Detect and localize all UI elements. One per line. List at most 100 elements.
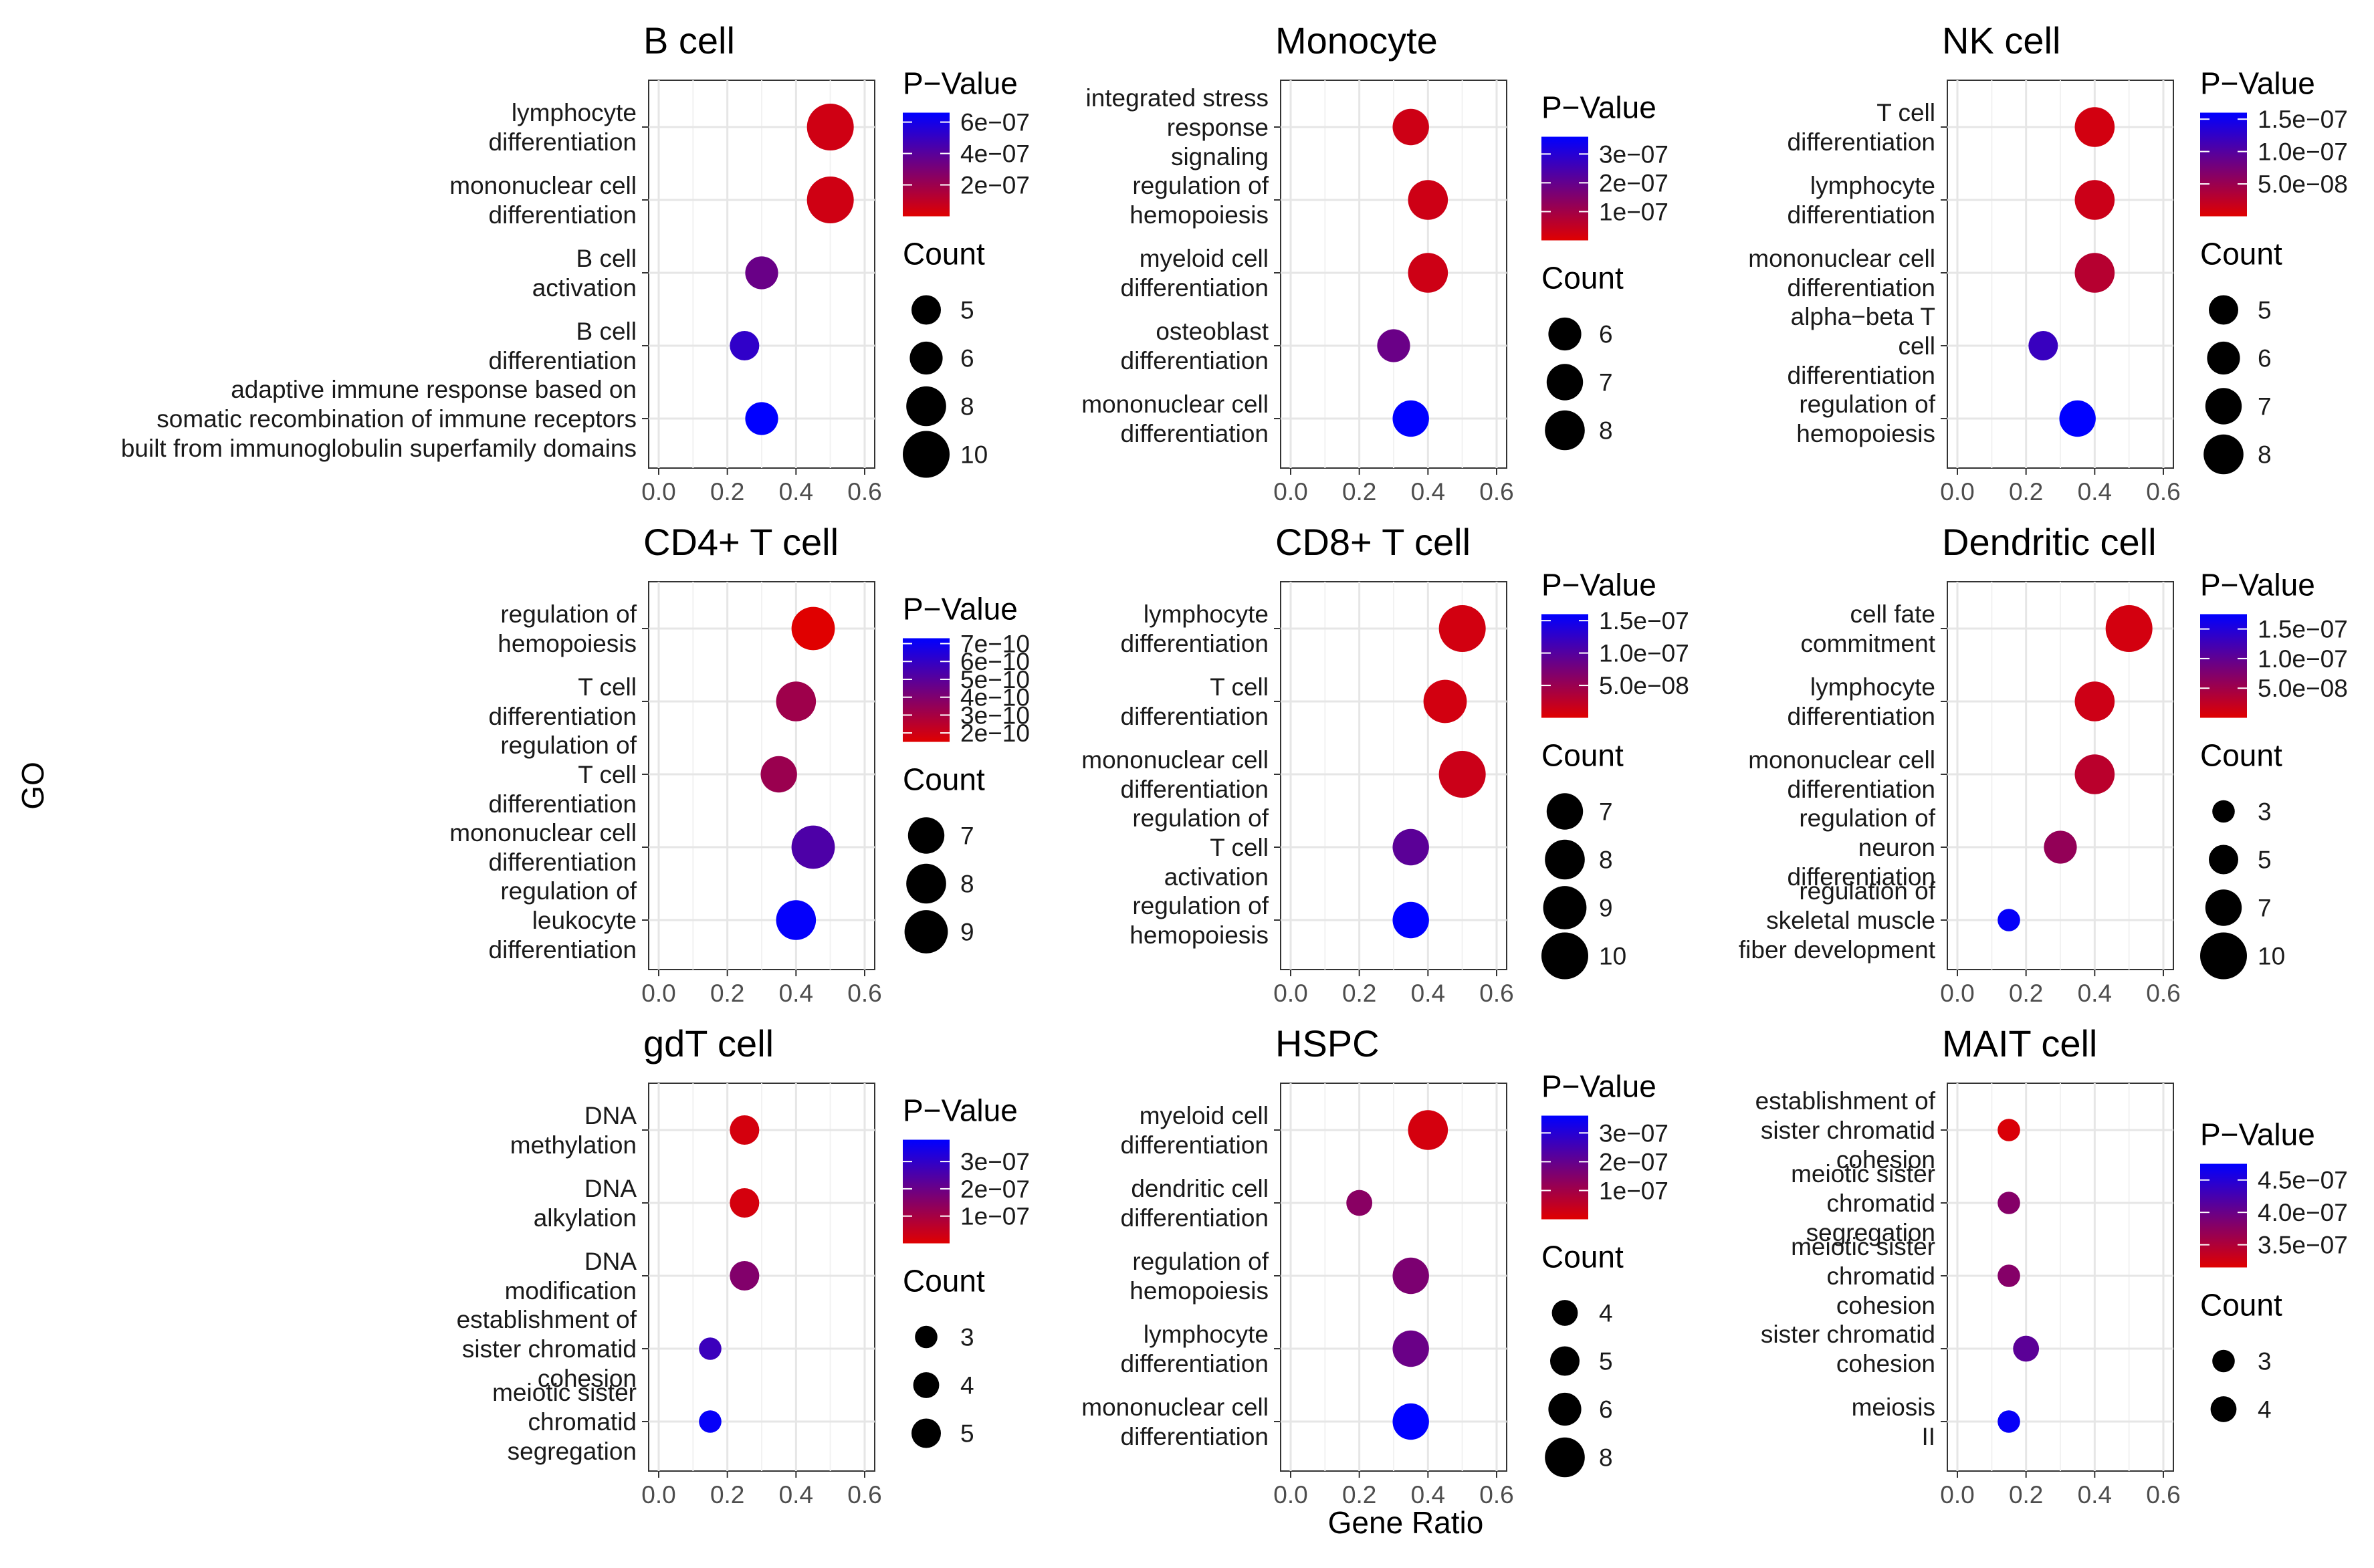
term-label: lymphocyte differentiation [1788, 673, 1935, 730]
count-legend-key [1541, 932, 1588, 980]
x-tick-label: 0.2 [710, 478, 744, 506]
x-tick-label: 0.6 [2146, 478, 2180, 506]
count-legend-key [2210, 1396, 2237, 1422]
panel-title: NK cell [1942, 19, 2060, 62]
count-legend-label: 5 [2258, 297, 2272, 324]
count-legend-label: 7 [960, 822, 974, 850]
x-tick-label: 0.0 [1273, 1481, 1307, 1508]
data-point [2074, 107, 2115, 147]
count-legend-key [2200, 932, 2247, 980]
x-tick-label: 0.6 [1479, 980, 1513, 1007]
panel-cd4-t-cell: CD4+ T cell 0.0 0.2 0.4 0.6 regulation of hemo… [449, 521, 1030, 1007]
term-label: B cell differentiation [489, 318, 637, 374]
pvalue-colorbar [903, 1139, 950, 1244]
data-point [699, 1337, 722, 1360]
panel-title: CD8+ T cell [1275, 521, 1471, 563]
count-legend-label: 9 [1599, 895, 1613, 922]
count-legend-label: 7 [1599, 798, 1613, 826]
count-legend-key [1551, 1300, 1578, 1326]
term-label: mononuclear cell differentiation [1748, 245, 1935, 302]
term-label: lymphocyte differentiation [1121, 600, 1269, 657]
pvalue-legend-label: 1.0e−07 [2258, 645, 2348, 673]
data-point [1346, 1190, 1373, 1216]
term-label: regulation of hemopoiesis [1129, 1248, 1269, 1305]
count-legend-label: 5 [2258, 847, 2272, 874]
panel-hspc: HSPC 0.0 0.2 0.4 0.6 myeloid cell differentiat… [1081, 1022, 1668, 1508]
term-label: meiotic sister chromatid segregation [1791, 1160, 1935, 1246]
term-label: mononuclear cell differentiation [449, 172, 637, 229]
count-legend-key [913, 1372, 940, 1398]
count-legend-key [911, 1418, 941, 1448]
count-legend-title: Count [1541, 1240, 1624, 1274]
pvalue-legend-label: 2e−07 [1599, 1148, 1668, 1175]
data-point [1392, 901, 1429, 939]
panel-title: MAIT cell [1942, 1022, 2097, 1065]
y-axis-title: GO [15, 762, 50, 810]
count-legend-label: 8 [1599, 1444, 1613, 1472]
panel-title: Dendritic cell [1942, 521, 2157, 563]
data-point [1408, 253, 1448, 293]
count-legend-key [1548, 317, 1582, 351]
x-tick-label: 0.4 [779, 980, 813, 1007]
count-legend-label: 8 [1599, 847, 1613, 874]
term-label: DNA modification [505, 1248, 637, 1305]
pvalue-legend-label: 4e−07 [960, 140, 1030, 168]
count-legend-label: 10 [2258, 943, 2285, 970]
term-label: dendritic cell differentiation [1121, 1175, 1269, 1232]
count-legend-title: Count [903, 237, 985, 271]
pvalue-legend-label: 3e−07 [960, 1148, 1030, 1175]
term-label: regulation of leukocyte differentiation [489, 877, 637, 964]
data-point [1408, 180, 1448, 220]
count-legend-label: 10 [1599, 943, 1626, 970]
panel-title: B cell [643, 19, 735, 62]
panel-title: Monocyte [1275, 19, 1438, 62]
term-label: sister chromatid cohesion [1761, 1321, 1935, 1377]
data-point [699, 1410, 722, 1433]
pvalue-legend-label: 2e−10 [960, 719, 1030, 747]
data-point [806, 104, 854, 150]
data-point [791, 825, 835, 869]
count-legend-label: 7 [1599, 369, 1613, 397]
pvalue-legend-title: P−Value [1541, 1069, 1656, 1104]
count-legend-label: 6 [960, 345, 974, 372]
pvalue-legend-label: 2e−07 [960, 172, 1030, 199]
data-point [2074, 180, 2115, 220]
term-label: DNA alkylation [534, 1175, 637, 1232]
pvalue-legend-label: 1.5e−07 [1599, 607, 1689, 635]
x-tick-label: 0.0 [1940, 1481, 1974, 1508]
term-label: cell fate commitment [1801, 600, 1936, 657]
pvalue-legend-label: 6e−10 [960, 648, 1030, 675]
facet-grid: B cell 0.0 0.2 0.4 0.6 lymphocyte differentiat… [121, 19, 2348, 1508]
pvalue-legend-label: 3e−10 [960, 701, 1030, 729]
count-legend-key [2207, 341, 2240, 375]
term-label: B cell activation [532, 245, 637, 302]
pvalue-colorbar [903, 638, 950, 742]
pvalue-legend-label: 5.0e−08 [2258, 675, 2348, 702]
data-point [2074, 253, 2115, 293]
term-label: lymphocyte differentiation [1788, 172, 1935, 229]
term-label: regulation of hemopoiesis [498, 600, 637, 657]
term-label: mononuclear cell differentiation [1748, 746, 1935, 803]
x-tick-label: 0.2 [2009, 478, 2043, 506]
pvalue-legend-label: 3.5e−07 [2258, 1232, 2348, 1259]
term-label: meiotic sister chromatid segregation [492, 1379, 637, 1465]
count-legend-label: 5 [960, 1420, 974, 1448]
data-point [1423, 679, 1467, 723]
term-label: regulation of T cell activation [1132, 804, 1269, 891]
count-legend-label: 8 [960, 871, 974, 898]
count-legend-key [1545, 410, 1585, 451]
count-legend-key [2212, 800, 2235, 823]
count-legend-title: Count [1541, 261, 1624, 296]
pvalue-colorbar [1541, 136, 1588, 241]
count-legend-key [2205, 889, 2242, 926]
x-axis-title: Gene Ratio [1328, 1505, 1484, 1540]
data-point [1998, 1264, 2020, 1287]
panel-title: HSPC [1275, 1022, 1380, 1065]
panel-gdt-cell: gdT cell 0.0 0.2 0.4 0.6 DNA methylation DNA alk… [457, 1022, 1030, 1508]
x-tick-label: 0.0 [641, 1481, 675, 1508]
data-point [760, 756, 797, 793]
panel-monocyte: Monocyte 0.0 0.2 0.4 0.6 integrated stress res… [1081, 19, 1668, 506]
term-label: myeloid cell differentiation [1121, 1102, 1269, 1159]
